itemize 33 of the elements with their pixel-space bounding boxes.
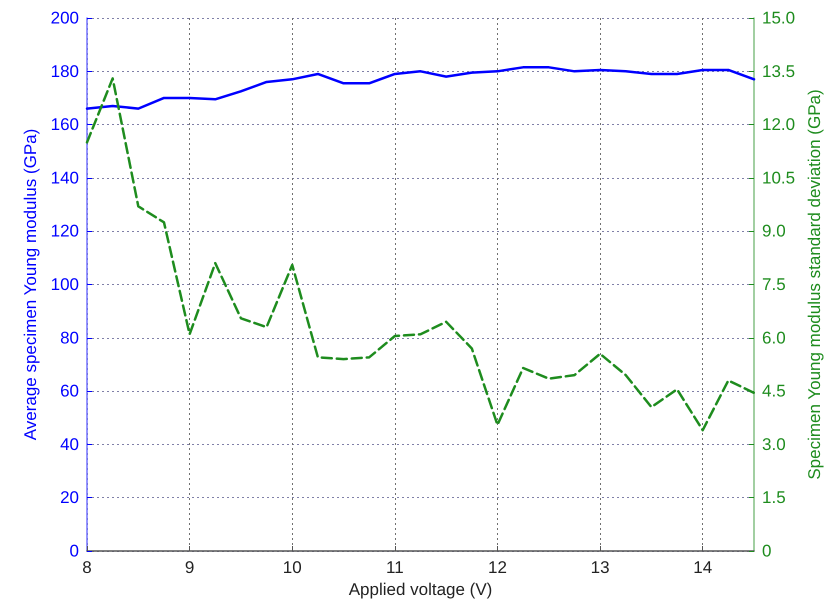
y-tick-label: 120 <box>50 222 79 241</box>
y-tick-label: 60 <box>60 382 79 401</box>
y2-tick-label: 12.0 <box>762 115 796 134</box>
y-tick-label: 80 <box>60 328 79 348</box>
y-tick-label: 160 <box>50 115 79 134</box>
y-tick-label: 0 <box>70 542 79 560</box>
y-tick-label: 200 <box>50 8 79 28</box>
x-tick-label: 13 <box>590 558 610 577</box>
y2-tick-label: 15.0 <box>762 8 796 28</box>
y2-tick-label: 4.5 <box>762 382 786 401</box>
y-tick-label: 180 <box>50 62 79 81</box>
y2-tick-label: 7.5 <box>762 275 786 294</box>
y2-tick-label: 13.5 <box>762 62 796 81</box>
y-axis-title: Average specimen Young modulus (GPa) <box>21 128 40 440</box>
x-tick-label: 10 <box>282 558 302 577</box>
y-tick-label: 140 <box>50 168 79 188</box>
y2-tick-label: 0 <box>762 542 772 560</box>
y-tick-label: 100 <box>50 275 79 294</box>
y2-tick-label: 9.0 <box>762 222 786 241</box>
x-tick-label: 12 <box>488 558 507 577</box>
y-tick-label: 40 <box>60 434 79 454</box>
x-tick-label: 8 <box>82 558 92 577</box>
y2-tick-label: 3.0 <box>762 434 786 454</box>
y2-tick-label: 1.5 <box>762 488 786 508</box>
x-tick-label: 9 <box>184 558 194 577</box>
y2-tick-label: 6.0 <box>762 328 786 348</box>
line-series <box>86 66 756 110</box>
y-tick-label: 20 <box>60 488 79 508</box>
y2-axis-title: Specimen Young modulus standard deviation (GPa) <box>805 89 824 480</box>
x-tick-label: 11 <box>386 558 404 577</box>
y2-tick-label: 10.5 <box>762 168 796 188</box>
x-tick-label: 14 <box>693 558 712 577</box>
x-axis-title: Applied voltage (V) <box>348 580 492 599</box>
